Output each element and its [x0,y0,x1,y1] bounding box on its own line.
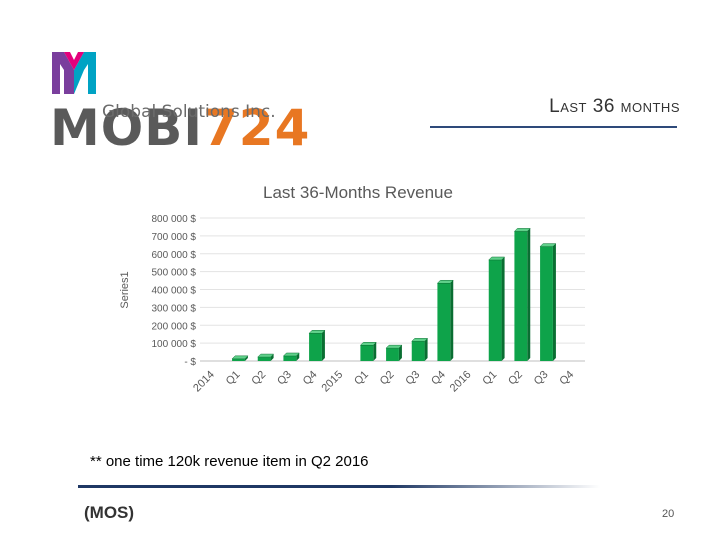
bar-side [244,355,248,361]
bar-side [373,342,377,361]
x-tick-label: Q3 [532,369,551,388]
bar-top [359,342,377,346]
bar-side [321,330,325,361]
y-tick-label: 400 000 $ [152,286,197,297]
page-number: 20 [662,508,675,520]
x-tick-label: 2014 [191,369,217,395]
bar-front [309,333,322,361]
bar-top [513,228,531,232]
bar-front [360,345,374,361]
y-axis-label: Series1 [119,271,131,308]
x-tick-label: Q4 [301,369,320,388]
y-tick-label: 600 000 $ [152,250,197,261]
x-tick-label: Q2 [506,369,525,388]
footer-mos-label: (MOS) [84,503,135,522]
bar-front [386,348,399,361]
bars [231,228,557,361]
x-tick-label: Q2 [378,369,397,388]
y-tick-label: - $ [184,357,196,368]
bar-front [488,260,502,361]
x-tick-label: Q3 [275,369,294,388]
bar-front [411,341,425,361]
x-tick-label: Q3 [403,369,422,388]
x-tick-label: 2016 [448,369,474,395]
bar-side [527,228,531,361]
chart-title: Last 36-Months Revenue [263,183,453,202]
y-tick-label: 700 000 $ [152,232,197,243]
bar-front [283,355,297,361]
bar-top [411,338,429,342]
footnote: ** one time 120k revenue item in Q2 2016 [90,453,369,470]
x-tick-label: Q4 [557,369,576,388]
bar [539,243,557,361]
bar-top [308,330,326,334]
bar-top [539,243,557,247]
bar-top [282,352,300,357]
y-tick-label: 500 000 $ [152,268,197,279]
x-tick-labels: 2014 Q1 Q2 Q3 Q4 2015 Q1 Q2 Q3 Q4 2016 Q1 Q2 Q3 Q4 [191,369,576,395]
bar-front [232,358,245,361]
bar-top [257,353,275,358]
bar [411,338,429,361]
x-tick-label: Q1 [224,369,243,388]
bar-side [501,257,505,361]
logo-wordmark: MOBI724 [50,44,310,156]
bar-side [552,243,556,361]
bar [436,279,454,361]
y-tick-label: 200 000 $ [152,321,197,332]
bar-top [436,279,454,284]
x-tick-label: 2015 [319,369,345,395]
bar-front [257,357,271,361]
bar [231,355,249,361]
y-tick-label: 100 000 $ [152,339,197,350]
bar-front [540,246,553,361]
bar-top [385,344,403,349]
bar-front [514,231,528,361]
x-tick-label: Q1 [480,369,499,388]
bar-top [231,355,249,360]
x-tick-label: Q4 [429,369,448,388]
bar-side [424,338,428,361]
bar [385,344,403,361]
logo-accent-text: 724 [202,99,311,157]
bar [513,228,531,361]
bar-side [398,345,402,361]
bar-side [296,352,300,361]
footer-rule [78,485,600,488]
bar-side [270,354,274,361]
x-tick-label: Q2 [249,369,268,388]
x-tick-label: Q1 [352,369,371,388]
title-underline [430,126,677,128]
logo-primary-text: MOBI [50,99,203,157]
bar [488,256,506,361]
y-tick-labels: 800 000 $ 700 000 $ 600 000 $ 500 000 $ 400 … [152,214,197,368]
bar-side [450,280,454,361]
company-logo: MOBI724 Global Solutions Inc. [50,44,309,156]
bar-top [488,256,506,261]
bar-front [437,283,451,361]
bar [282,352,300,361]
logo-subtitle: Global Solutions Inc. [102,102,276,122]
bar [257,353,275,361]
slide-title: Last 36 months [549,96,680,117]
y-tick-label: 300 000 $ [152,303,197,314]
bar [359,342,377,361]
y-tick-label: 800 000 $ [152,214,197,225]
logo-m-mark-icon [52,52,96,94]
bar [308,330,326,361]
